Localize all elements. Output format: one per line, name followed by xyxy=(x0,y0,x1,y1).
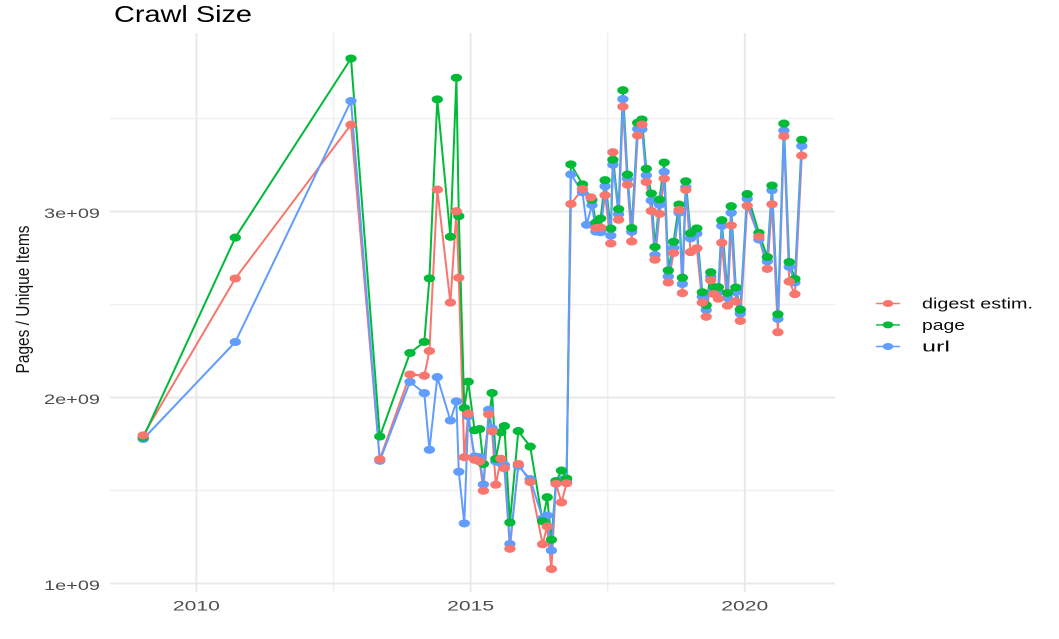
svg-text:Pages / Unique Items: Pages / Unique Items xyxy=(11,225,33,373)
svg-text:url: url xyxy=(922,339,950,356)
svg-text:1e+09: 1e+09 xyxy=(44,577,100,593)
svg-text:digest estim.: digest estim. xyxy=(922,296,1033,313)
svg-text:2e+09: 2e+09 xyxy=(44,391,100,407)
svg-text:page: page xyxy=(922,317,965,334)
svg-text:2015: 2015 xyxy=(447,597,494,613)
svg-text:2020: 2020 xyxy=(721,597,768,613)
svg-text:Crawl Size: Crawl Size xyxy=(114,1,252,27)
svg-text:2010: 2010 xyxy=(173,597,220,613)
svg-text:3e+09: 3e+09 xyxy=(44,205,100,221)
